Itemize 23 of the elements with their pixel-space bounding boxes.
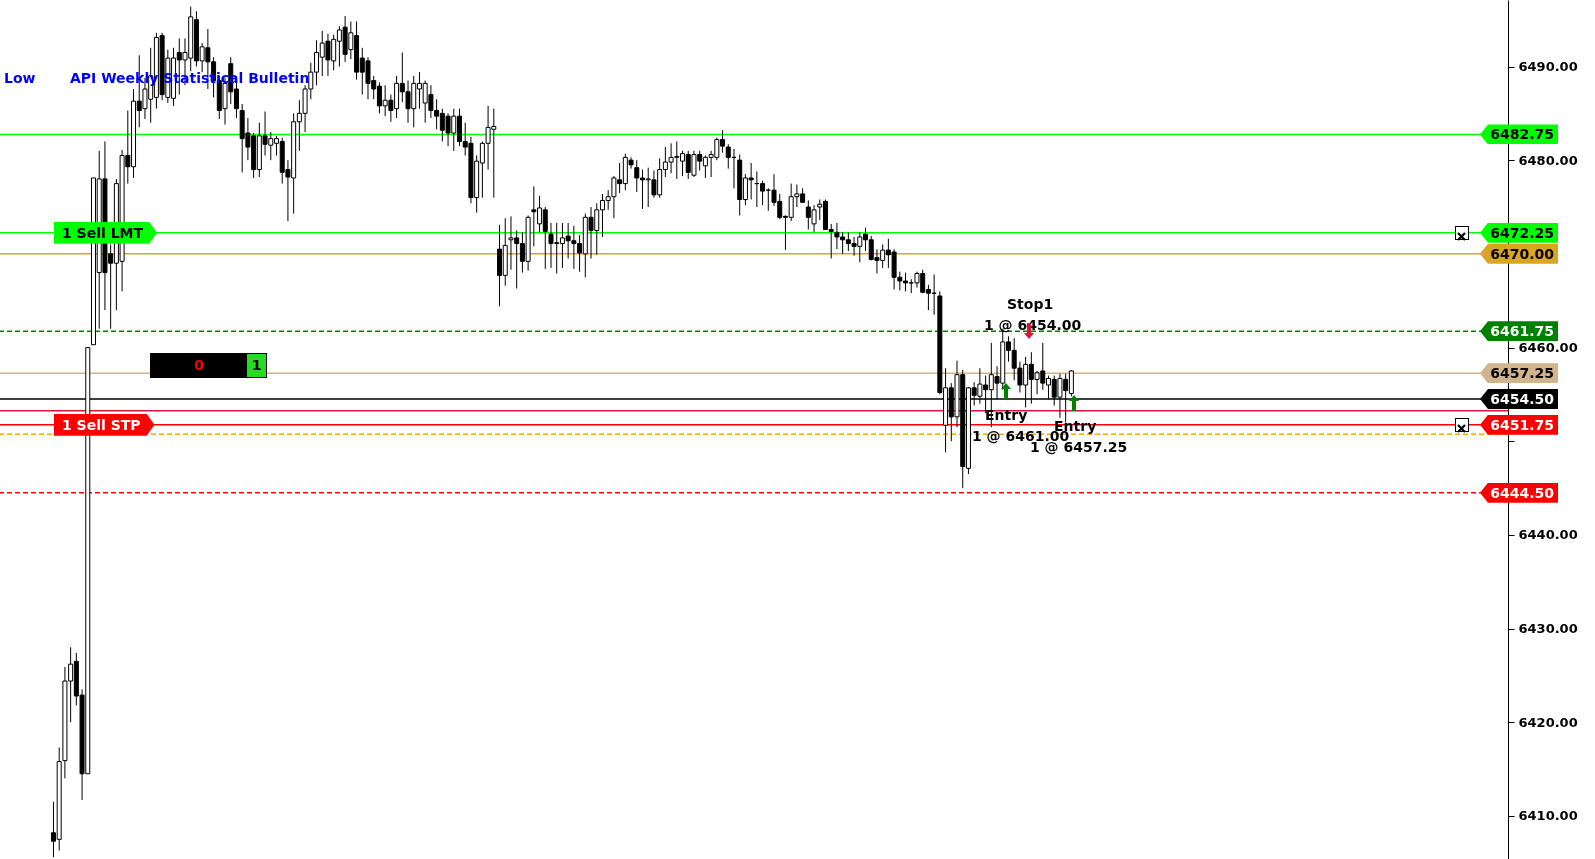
- ref-line-label: 6472.25: [1480, 222, 1558, 243]
- y-tick-label: 6410.00: [1518, 808, 1578, 824]
- ref-line-label: 6454.50: [1480, 389, 1558, 410]
- ref-line-label: 6457.25: [1480, 363, 1558, 384]
- annotation: 1 Sell STP: [54, 413, 155, 436]
- annotation: 1: [247, 354, 266, 377]
- y-tick-label: 6490.00: [1518, 59, 1578, 75]
- counter-box: 0 1: [150, 353, 267, 378]
- annotation: 0: [193, 356, 205, 375]
- y-tick-label: 6430.00: [1518, 621, 1578, 637]
- ref-line-label: 6482.75: [1480, 124, 1558, 145]
- annotation: Stop1: [1007, 296, 1054, 312]
- annotation: 1 Sell LMT: [54, 221, 158, 244]
- annotation: Low: [4, 70, 36, 86]
- y-tick-label: 6420.00: [1518, 714, 1578, 730]
- annotation: 1 @ 6454.00: [984, 317, 1082, 333]
- y-tick-label: 6440.00: [1518, 527, 1578, 543]
- ref-line-label: 6451.75: [1480, 414, 1558, 435]
- y-tick-label: 6480.00: [1518, 152, 1578, 168]
- y-tick-label: 6460.00: [1518, 340, 1578, 356]
- ref-line-label: 6461.75: [1480, 321, 1558, 342]
- ref-line-label: 6470.00: [1480, 243, 1558, 264]
- ref-line-label: 6444.50: [1480, 482, 1558, 503]
